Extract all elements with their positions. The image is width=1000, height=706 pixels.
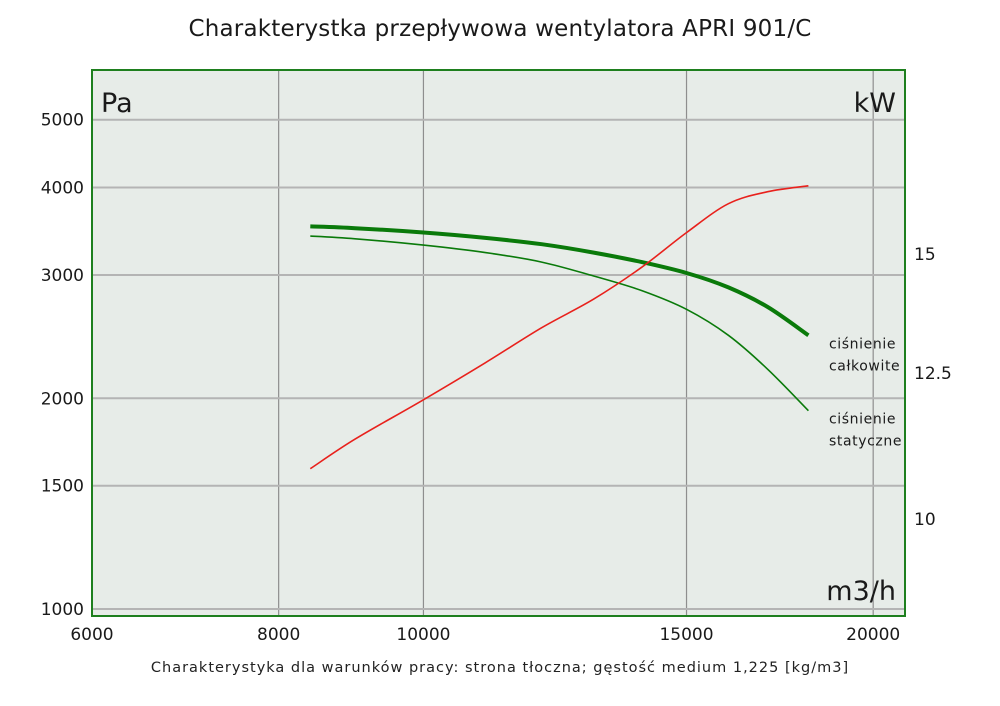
- series-label: statyczne: [829, 434, 902, 450]
- series-label: ciśnienie: [829, 336, 896, 352]
- x-tick-label: 8000: [257, 625, 300, 645]
- chart-title: Charakterystka przepływowa wentylatora A…: [188, 16, 812, 42]
- series-line-moc: [309, 185, 809, 470]
- y2-tick-label: 12.5: [914, 364, 952, 384]
- y2-axis-unit-label: kW: [854, 88, 896, 119]
- series-labels: ciśnienie całkowite ciśnienie statyczne: [829, 336, 902, 450]
- series-line-ci-nienie-statyczne: [310, 235, 809, 412]
- y-tick-label: 5000: [41, 111, 84, 131]
- x-tick-label: 6000: [70, 625, 113, 645]
- y2-tick-label: 10: [914, 510, 936, 530]
- y-axis-unit-label: Pa: [101, 88, 133, 119]
- series-label: całkowite: [829, 358, 900, 374]
- y-tick-label: 1500: [41, 477, 84, 497]
- series-label: ciśnienie: [829, 412, 896, 428]
- ticks: 6000 8000 10000 15000 20000 1000 1500 2000 3000 4…: [41, 111, 952, 645]
- plot-frame: [91, 69, 906, 617]
- x-tick-label: 20000: [846, 625, 900, 645]
- y2-tick-label: 15: [914, 245, 936, 265]
- x-tick-label: 10000: [396, 625, 450, 645]
- x-axis-unit-label: m3/h: [826, 576, 896, 607]
- series-group: [309, 185, 810, 470]
- series-line-ci-nienie-ca-kowite: [310, 224, 810, 337]
- x-tick-label: 15000: [659, 625, 713, 645]
- plot-area: [92, 70, 905, 616]
- y-tick-label: 3000: [41, 266, 84, 286]
- y-tick-label: 2000: [41, 389, 84, 409]
- grid: [92, 70, 905, 616]
- y-tick-label: 4000: [41, 179, 84, 199]
- y-tick-label: 1000: [41, 600, 84, 620]
- chart-footer-note: Charakterystyka dla warunków pracy: stro…: [150, 660, 850, 676]
